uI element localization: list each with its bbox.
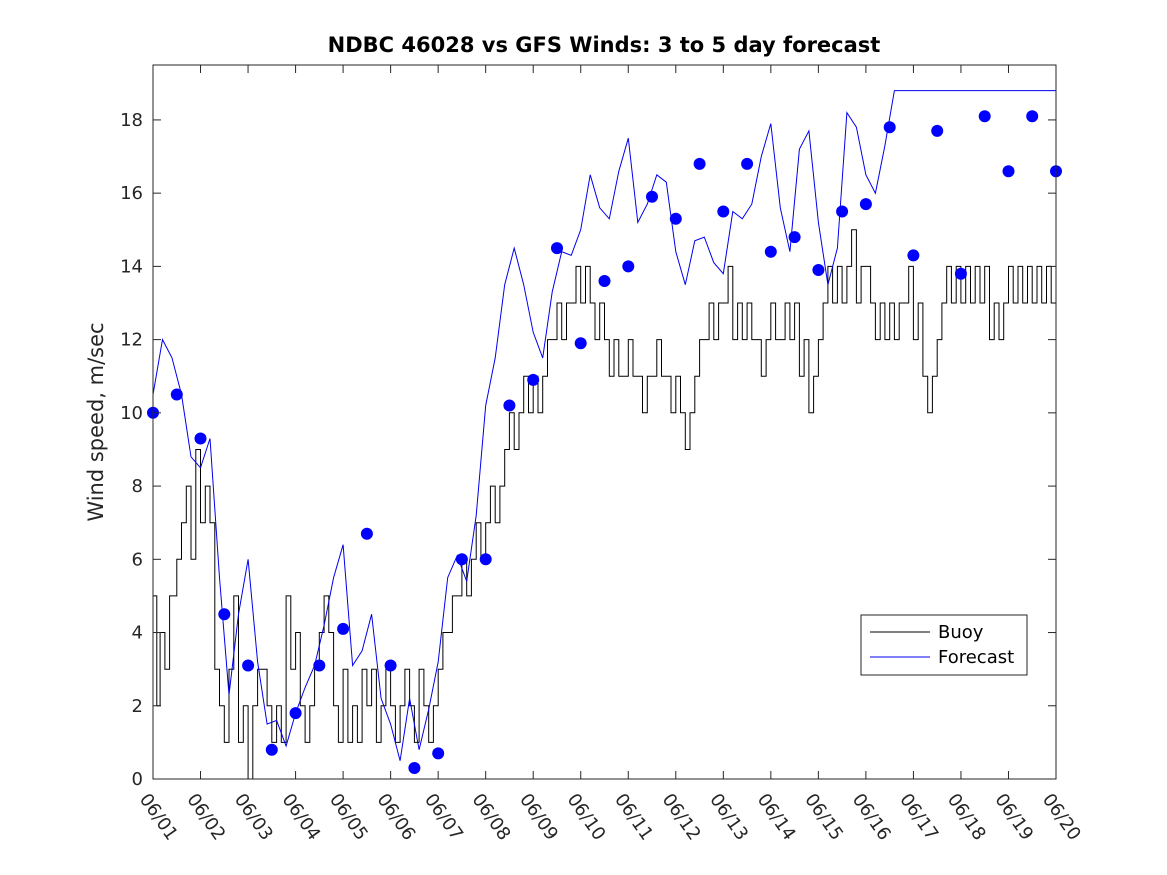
forecast-marker <box>954 267 967 280</box>
legend: Buoy Forecast <box>860 614 1028 676</box>
y-axis-label: Wind speed, m/sec <box>84 322 108 521</box>
x-tick-label: 06/02 <box>182 790 229 845</box>
plot-frame <box>152 64 1057 780</box>
forecast-marker <box>242 659 255 672</box>
forecast-marker <box>907 249 920 262</box>
forecast-marker <box>360 527 373 540</box>
forecast-marker <box>574 337 587 350</box>
x-tick-label: 06/03 <box>230 790 277 845</box>
chart-title: NDBC 46028 vs GFS Winds: 3 to 5 day fore… <box>328 33 881 57</box>
series-buoy-line <box>153 229 1057 780</box>
legend-label-buoy: Buoy <box>938 622 984 643</box>
x-tick-label: 06/16 <box>848 790 895 845</box>
forecast-marker <box>455 553 468 566</box>
y-tick-label: 18 <box>120 110 143 131</box>
x-tick-label: 06/09 <box>515 790 562 845</box>
x-tick-label: 06/20 <box>1038 790 1085 845</box>
forecast-marker <box>194 432 207 445</box>
forecast-marker <box>859 198 872 211</box>
forecast-marker <box>764 245 777 258</box>
y-tick-label: 16 <box>120 183 143 204</box>
forecast-marker <box>432 747 445 760</box>
x-tick-label: 06/06 <box>373 790 420 845</box>
x-tick-label: 06/15 <box>800 790 847 845</box>
x-tick-label: 06/17 <box>895 790 942 845</box>
x-tick-label: 06/10 <box>563 790 610 845</box>
y-tick-label: 2 <box>132 696 143 717</box>
forecast-marker <box>693 157 706 170</box>
x-tick-label: 06/18 <box>943 790 990 845</box>
forecast-marker <box>836 205 849 218</box>
forecast-marker <box>978 110 991 123</box>
y-tick-label: 12 <box>120 330 143 351</box>
forecast-marker <box>741 157 754 170</box>
forecast-marker <box>669 212 682 225</box>
forecast-marker <box>527 373 540 386</box>
x-tick-label: 06/13 <box>705 790 752 845</box>
forecast-marker <box>408 762 421 774</box>
y-tick-label: 10 <box>120 403 143 424</box>
forecast-marker <box>788 231 801 244</box>
y-tick-label: 14 <box>120 256 143 277</box>
forecast-marker <box>598 275 611 287</box>
forecast-marker <box>289 707 302 720</box>
x-tick-label: 06/11 <box>610 790 657 845</box>
x-tick-label: 06/12 <box>658 790 705 845</box>
forecast-marker <box>313 659 326 672</box>
forecast-marker <box>218 608 231 621</box>
x-tick-label: 06/19 <box>990 790 1037 845</box>
forecast-marker <box>812 264 825 276</box>
x-tick-label: 06/01 <box>135 790 182 845</box>
forecast-marker <box>1026 110 1039 123</box>
x-tick-label: 06/14 <box>753 790 800 845</box>
forecast-marker <box>337 622 350 635</box>
forecast-marker <box>883 121 896 134</box>
forecast-marker <box>1002 165 1015 178</box>
forecast-marker <box>170 388 183 401</box>
series-layer <box>152 90 1057 780</box>
forecast-marker <box>384 659 397 672</box>
y-tick-label: 0 <box>132 769 143 790</box>
legend-label-forecast: Forecast <box>938 647 1014 668</box>
x-tick-label: 06/04 <box>277 790 324 845</box>
y-tick-label: 8 <box>132 476 143 497</box>
forecast-marker <box>503 399 516 412</box>
forecast-marker <box>646 190 658 203</box>
x-tick-label: 06/05 <box>325 790 372 845</box>
y-tick-label: 6 <box>132 549 143 570</box>
forecast-marker <box>265 743 278 756</box>
forecast-marker <box>479 553 492 566</box>
forecast-marker <box>931 124 944 137</box>
forecast-marker <box>551 242 563 255</box>
y-tick-label: 4 <box>132 623 143 644</box>
x-tick-label: 06/07 <box>420 790 467 845</box>
series-forecast-line <box>152 90 1056 761</box>
y-axis: 0 2 4 6 8 10 12 14 16 18 <box>120 110 1056 790</box>
x-tick-label: 06/08 <box>468 790 515 845</box>
forecast-marker <box>717 205 730 218</box>
forecast-marker <box>622 260 635 273</box>
legend-box <box>860 614 1028 676</box>
